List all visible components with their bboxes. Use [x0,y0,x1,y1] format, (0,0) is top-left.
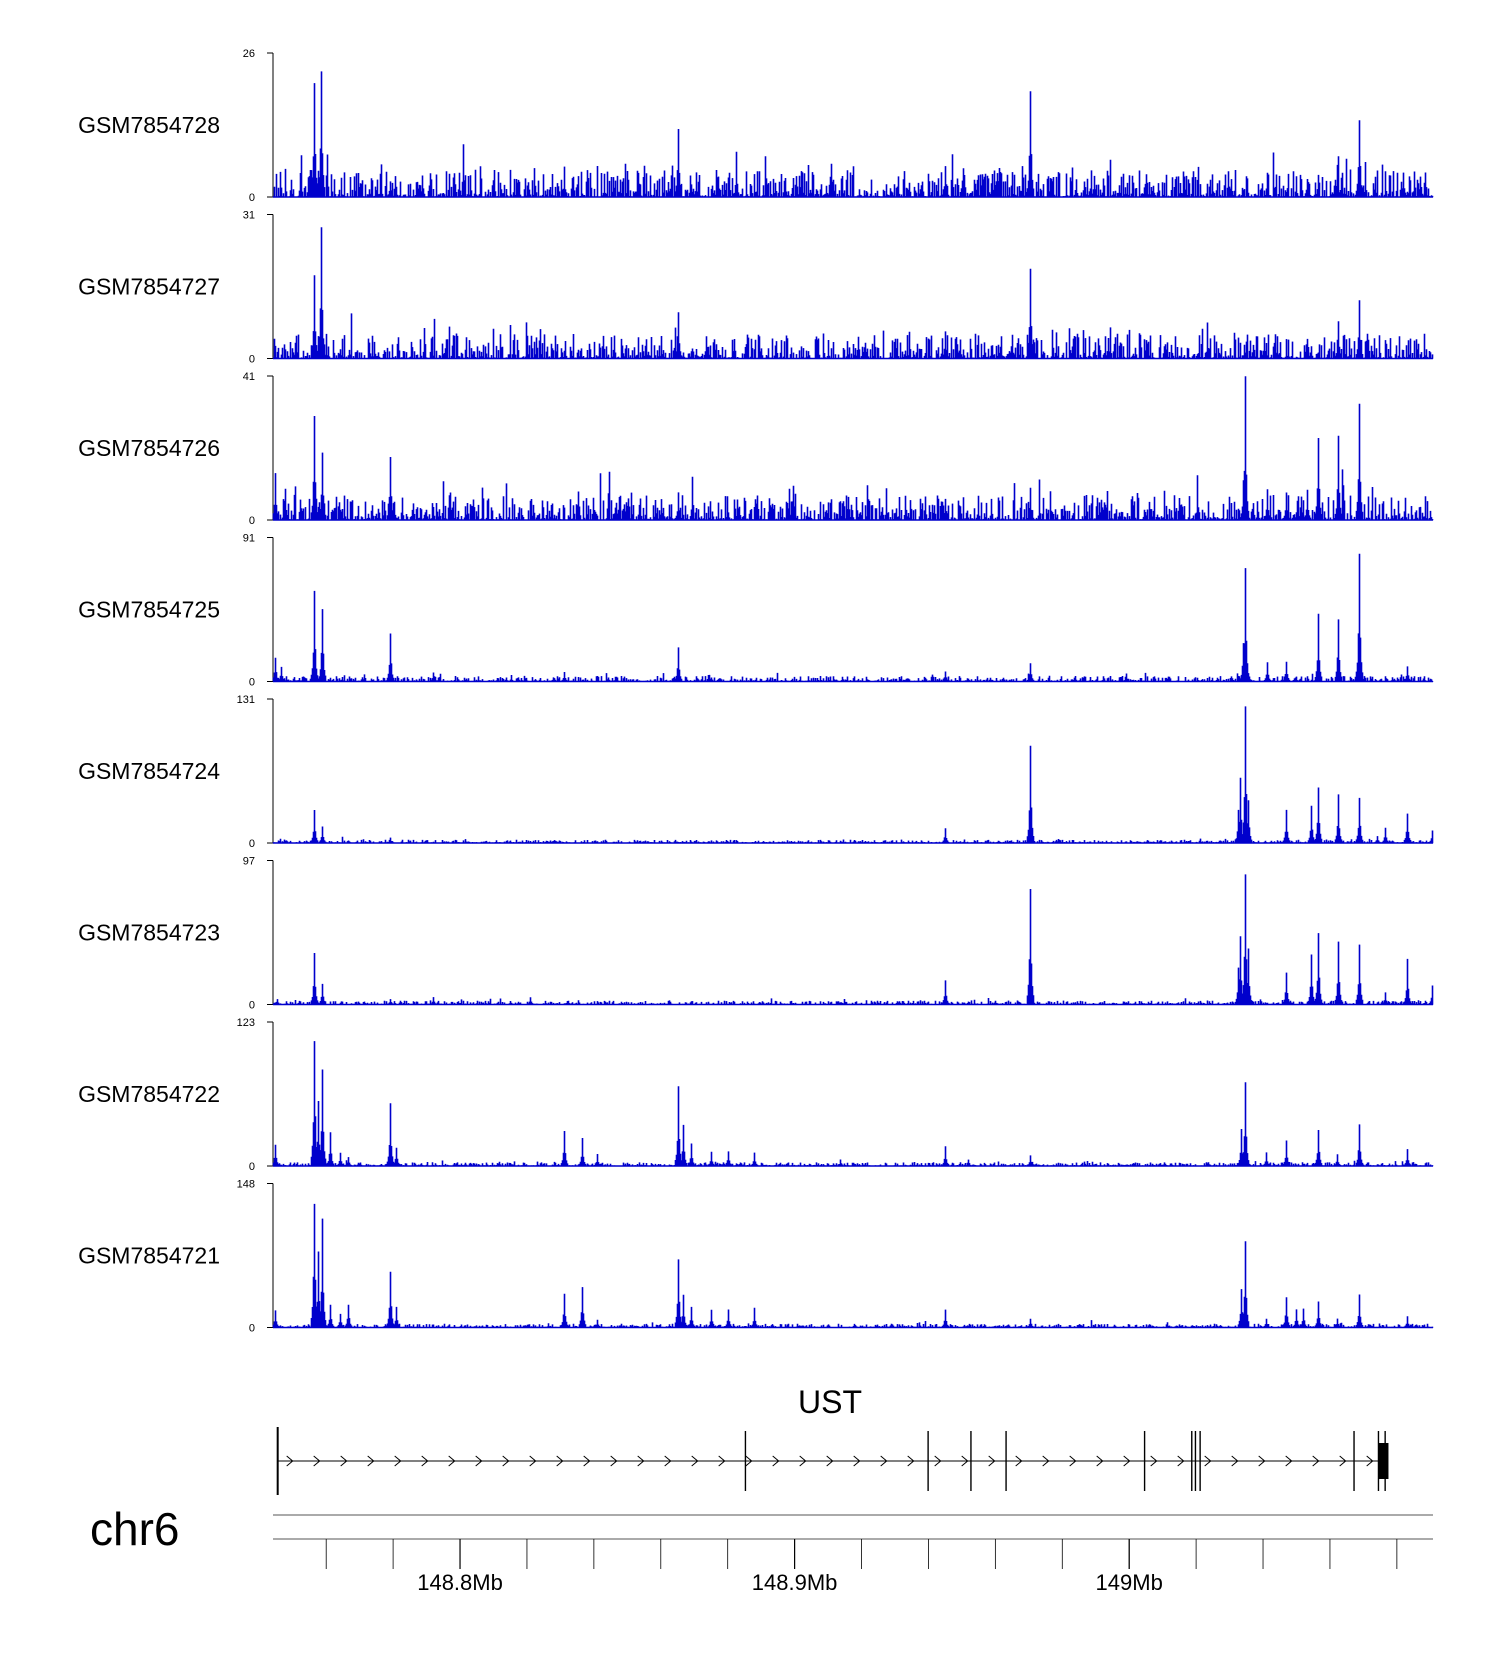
strand-arrow [1204,1455,1212,1467]
strand-arrow [745,1455,753,1467]
strand-arrow [1150,1455,1158,1467]
track-GSM7854725: GSM7854725 91 0 [78,533,1434,689]
coverage-signal [272,553,1434,682]
y-tick-label-max: 31 [243,210,255,222]
y-tick-label-min: 0 [249,515,255,527]
track-GSM7854726: GSM7854726 41 0 [78,371,1434,527]
gene-model [276,1427,1389,1495]
strand-arrow [1123,1455,1131,1467]
strand-arrow [367,1455,375,1467]
strand-arrow [1177,1455,1185,1467]
strand-arrow [1069,1455,1077,1467]
y-tick-label-min: 0 [249,838,255,850]
strand-arrow [718,1455,726,1467]
strand-arrow [961,1455,969,1467]
track-label: GSM7854722 [78,1081,220,1107]
track-label: GSM7854725 [78,597,220,623]
y-tick-label-max: 97 [243,856,255,868]
y-tick-label-min: 0 [249,1323,255,1335]
strand-arrow [637,1455,645,1467]
strand-arrow [988,1455,996,1467]
track-GSM7854722: GSM7854722 123 0 [78,1017,1434,1173]
strand-arrow [1042,1455,1050,1467]
strand-arrow [556,1455,564,1467]
track-label: GSM7854724 [78,758,220,784]
strand-arrow [1339,1455,1347,1467]
y-tick-label-min: 0 [249,1161,255,1173]
track-label: GSM7854727 [78,274,220,300]
axis-tick-label: 148.9Mb [752,1570,838,1595]
strand-arrow [394,1455,402,1467]
y-tick-label-min: 0 [249,677,255,689]
strand-arrow [1312,1455,1320,1467]
signal-tracks: GSM7854728260GSM7854727310GSM7854726410G… [78,48,1434,1335]
y-tick-label-max: 131 [237,694,255,706]
terminal-exon [1378,1443,1389,1479]
strand-arrow [421,1455,429,1467]
chromosome-label: chr6 [90,1503,179,1555]
gene-track: UST [276,1384,1389,1495]
y-tick-label-max: 26 [243,48,255,60]
track-label: GSM7854723 [78,920,220,946]
strand-arrow [1231,1455,1239,1467]
strand-arrow [502,1455,510,1467]
y-tick-label-min: 0 [249,1000,255,1012]
strand-arrow [853,1455,861,1467]
strand-arrow [313,1455,321,1467]
coverage-signal [272,227,1434,359]
strand-arrow [1096,1455,1104,1467]
strand-arrow [799,1455,807,1467]
coverage-signal [272,1203,1434,1328]
y-tick-label-min: 0 [249,354,255,366]
strand-arrow [907,1455,915,1467]
gene-name-label: UST [798,1384,862,1420]
strand-arrow [475,1455,483,1467]
y-tick-label-min: 0 [249,192,255,204]
strand-arrow [1015,1455,1023,1467]
y-tick-label-max: 123 [237,1017,255,1029]
coverage-signal [272,1041,1434,1167]
strand-arrow [1366,1455,1374,1467]
strand-arrow [691,1455,699,1467]
coverage-signal [272,706,1434,844]
y-tick-label-max: 91 [243,533,255,545]
strand-arrow [880,1455,888,1467]
strand-arrow [934,1455,942,1467]
y-tick-label-max: 148 [237,1179,255,1191]
axis-tick-label: 148.8Mb [417,1570,503,1595]
strand-arrow [826,1455,834,1467]
coverage-signal [272,71,1434,198]
track-GSM7854723: GSM7854723 97 0 [78,856,1434,1012]
coverage-signal [272,874,1434,1005]
strand-arrow [664,1455,672,1467]
track-GSM7854728: GSM7854728 26 0 [78,48,1434,204]
track-GSM7854727: GSM7854727 31 0 [78,210,1434,366]
strand-arrow [286,1455,294,1467]
coverage-signal [272,376,1434,521]
strand-arrow [772,1455,780,1467]
strand-arrow [610,1455,618,1467]
track-label: GSM7854726 [78,435,220,461]
strand-arrow [1258,1455,1266,1467]
track-GSM7854724: GSM7854724 131 0 [78,694,1434,850]
strand-arrow [583,1455,591,1467]
genomic-axis: chr6 148.8Mb 148.9Mb 149Mb [90,1503,1433,1595]
strand-arrow [1285,1455,1293,1467]
track-label: GSM7854721 [78,1243,220,1269]
axis-tick-label: 149Mb [1096,1570,1163,1595]
strand-arrow [529,1455,537,1467]
strand-arrow [448,1455,456,1467]
y-tick-label-max: 41 [243,371,255,383]
strand-arrow [340,1455,348,1467]
track-label: GSM7854728 [78,112,220,138]
track-GSM7854721: GSM7854721 148 0 [78,1179,1434,1335]
